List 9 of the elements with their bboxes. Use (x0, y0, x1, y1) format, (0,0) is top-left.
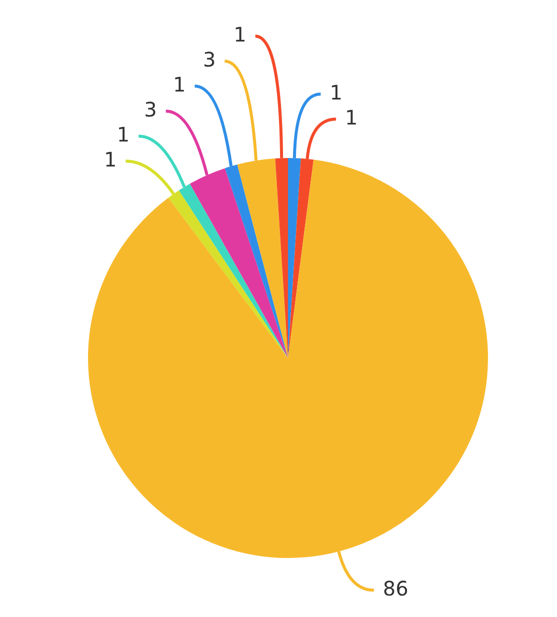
data-label: 1 (345, 105, 358, 130)
data-label: 3 (144, 97, 157, 122)
data-label: 1 (104, 147, 117, 172)
data-label: 86 (382, 576, 408, 600)
data-label: 1 (172, 72, 186, 96)
data-label: 3 (202, 47, 216, 72)
data-label: 1 (234, 22, 246, 46)
data-label: 1 (116, 122, 130, 146)
data-label: 1 (330, 80, 342, 104)
